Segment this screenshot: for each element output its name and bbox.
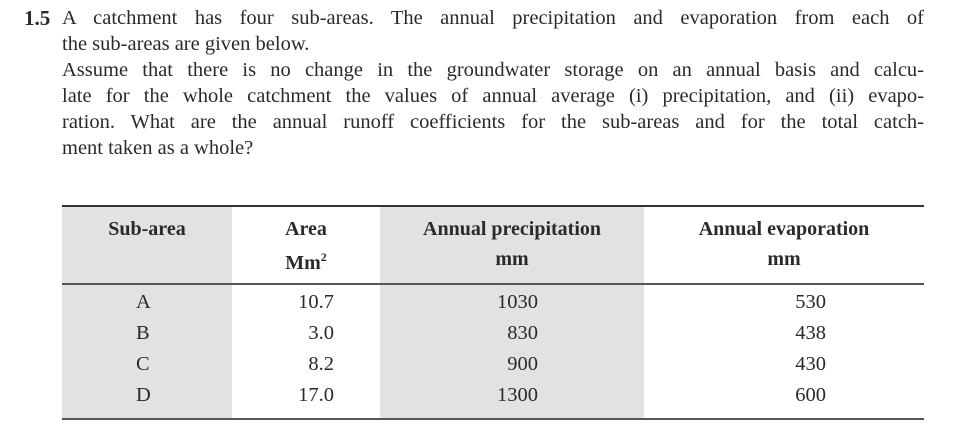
problem-line: ration. What are the annual runoff coeff… bbox=[62, 111, 924, 133]
cell-evap: 430 bbox=[795, 353, 826, 375]
cell-precip: 900 bbox=[507, 353, 538, 375]
cell-area: 3.0 bbox=[308, 322, 334, 344]
column-evap: Annual evaporation mm 530 438 430 600 bbox=[644, 205, 924, 420]
cell-precip: 1030 bbox=[497, 291, 538, 313]
problem-statement: A catchment has four sub-areas. The annu… bbox=[62, 5, 924, 161]
column-precip: Annual precipitation mm 1030 830 900 130… bbox=[380, 205, 644, 420]
area-unit-base: Mm bbox=[285, 252, 321, 274]
cell-precip: 1300 bbox=[497, 384, 538, 406]
cell-area: 8.2 bbox=[308, 353, 334, 375]
column-area: Area Mm2 10.7 3.0 8.2 17.0 bbox=[232, 205, 380, 420]
problem-line: the sub-areas are given below. bbox=[62, 33, 310, 55]
cell-subarea: D bbox=[136, 384, 151, 406]
table-bottom-rule bbox=[62, 418, 924, 420]
header-evap: Annual evaporation bbox=[698, 218, 870, 240]
header-evap-unit: mm bbox=[767, 248, 801, 270]
table-header-rule bbox=[62, 283, 924, 285]
header-subarea: Sub-area bbox=[108, 218, 186, 240]
shaded-column-subarea bbox=[62, 207, 232, 418]
cell-precip: 830 bbox=[507, 322, 538, 344]
table-top-rule bbox=[62, 205, 924, 207]
cell-evap: 530 bbox=[795, 291, 826, 313]
problem-line: late for the whole catchment the values … bbox=[62, 85, 924, 107]
area-unit-exponent: 2 bbox=[320, 250, 327, 264]
problem-line: ment taken as a whole? bbox=[62, 137, 254, 159]
header-area-unit: Mm2 bbox=[232, 243, 380, 277]
cell-area: 17.0 bbox=[298, 384, 334, 406]
problem-line: Assume that there is no change in the gr… bbox=[62, 59, 924, 81]
header-area: Area bbox=[285, 218, 327, 240]
cell-evap: 600 bbox=[795, 384, 826, 406]
problem-number: 1.5 bbox=[24, 6, 51, 30]
cell-subarea: B bbox=[136, 322, 150, 344]
cell-evap: 438 bbox=[795, 322, 826, 344]
column-subarea: Sub-area A B C D bbox=[62, 205, 232, 420]
header-precip: Annual precipitation bbox=[423, 218, 601, 240]
header-precip-unit: mm bbox=[495, 248, 529, 270]
cell-subarea: A bbox=[136, 291, 151, 313]
cell-subarea: C bbox=[136, 353, 150, 375]
shaded-column-precip bbox=[380, 207, 644, 418]
problem-line: A catchment has four sub-areas. The annu… bbox=[62, 7, 924, 29]
data-table: Sub-area A B C D Area Mm2 10.7 3.0 8.2 1… bbox=[62, 205, 924, 421]
cell-area: 10.7 bbox=[298, 291, 334, 313]
